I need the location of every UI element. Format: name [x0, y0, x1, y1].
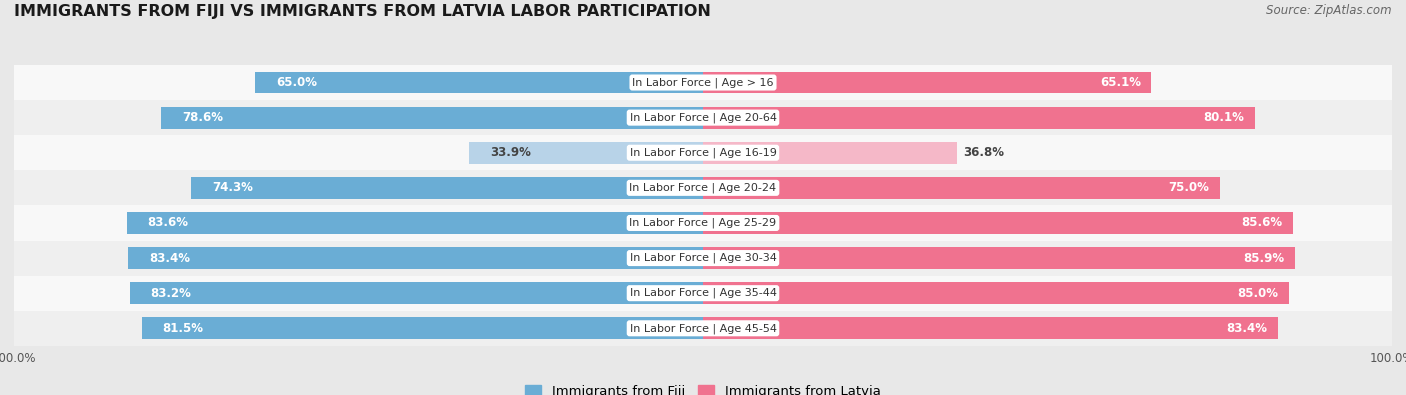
- Bar: [142, 318, 703, 339]
- Bar: [703, 142, 956, 164]
- Bar: [14, 311, 1392, 346]
- Bar: [162, 107, 703, 128]
- Bar: [128, 247, 703, 269]
- Bar: [254, 71, 703, 93]
- Text: 85.6%: 85.6%: [1241, 216, 1282, 229]
- Text: 65.1%: 65.1%: [1099, 76, 1142, 89]
- Text: 36.8%: 36.8%: [963, 146, 1004, 159]
- Text: 83.6%: 83.6%: [148, 216, 188, 229]
- Text: 85.9%: 85.9%: [1243, 252, 1285, 265]
- Bar: [14, 241, 1392, 276]
- Text: 33.9%: 33.9%: [491, 146, 531, 159]
- Text: 83.2%: 83.2%: [150, 287, 191, 300]
- Bar: [703, 247, 1295, 269]
- Text: 81.5%: 81.5%: [162, 322, 204, 335]
- Text: In Labor Force | Age 30-34: In Labor Force | Age 30-34: [630, 253, 776, 263]
- Bar: [14, 170, 1392, 205]
- Text: IMMIGRANTS FROM FIJI VS IMMIGRANTS FROM LATVIA LABOR PARTICIPATION: IMMIGRANTS FROM FIJI VS IMMIGRANTS FROM …: [14, 4, 711, 19]
- Text: 85.0%: 85.0%: [1237, 287, 1278, 300]
- Text: Source: ZipAtlas.com: Source: ZipAtlas.com: [1267, 4, 1392, 17]
- Text: In Labor Force | Age 45-54: In Labor Force | Age 45-54: [630, 323, 776, 333]
- Bar: [703, 71, 1152, 93]
- Text: 80.1%: 80.1%: [1204, 111, 1244, 124]
- Text: In Labor Force | Age 16-19: In Labor Force | Age 16-19: [630, 147, 776, 158]
- Bar: [703, 318, 1278, 339]
- Bar: [470, 142, 703, 164]
- Text: 83.4%: 83.4%: [1226, 322, 1267, 335]
- Text: In Labor Force | Age > 16: In Labor Force | Age > 16: [633, 77, 773, 88]
- Text: 74.3%: 74.3%: [212, 181, 253, 194]
- Text: 83.4%: 83.4%: [149, 252, 190, 265]
- Text: 78.6%: 78.6%: [183, 111, 224, 124]
- Text: 65.0%: 65.0%: [276, 76, 316, 89]
- Text: In Labor Force | Age 20-64: In Labor Force | Age 20-64: [630, 112, 776, 123]
- Bar: [703, 282, 1289, 304]
- Bar: [191, 177, 703, 199]
- Bar: [703, 107, 1254, 128]
- Text: In Labor Force | Age 25-29: In Labor Force | Age 25-29: [630, 218, 776, 228]
- Bar: [14, 135, 1392, 170]
- Bar: [14, 100, 1392, 135]
- Text: In Labor Force | Age 35-44: In Labor Force | Age 35-44: [630, 288, 776, 299]
- Bar: [703, 177, 1219, 199]
- Legend: Immigrants from Fiji, Immigrants from Latvia: Immigrants from Fiji, Immigrants from La…: [520, 380, 886, 395]
- Bar: [14, 205, 1392, 241]
- Text: 75.0%: 75.0%: [1168, 181, 1209, 194]
- Bar: [703, 212, 1292, 234]
- Text: In Labor Force | Age 20-24: In Labor Force | Age 20-24: [630, 182, 776, 193]
- Bar: [129, 282, 703, 304]
- Bar: [127, 212, 703, 234]
- Bar: [14, 276, 1392, 311]
- Bar: [14, 65, 1392, 100]
